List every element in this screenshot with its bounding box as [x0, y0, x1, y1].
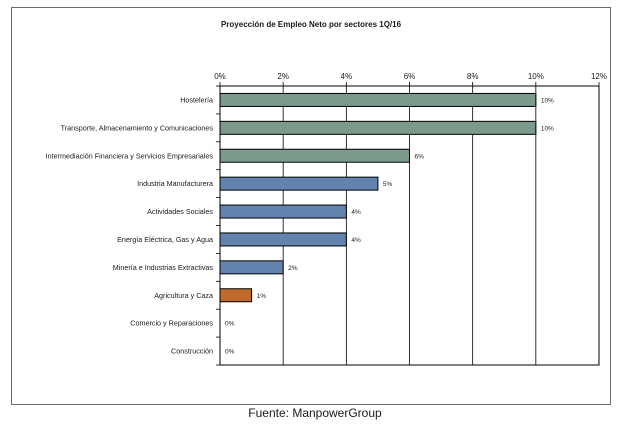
category-label: Intermediación Financiera y Servicios Em… [46, 151, 214, 160]
data-label: 10% [541, 125, 554, 132]
data-label: 4% [351, 237, 361, 244]
bar [219, 260, 284, 275]
data-label: 0% [225, 321, 235, 328]
category-label: Transporte, Almacenamiento y Comunicacio… [61, 123, 214, 132]
category-label: Actividades Sociales [147, 207, 213, 216]
bar [219, 288, 253, 303]
category-label: Agricultura y Caza [154, 291, 213, 300]
x-tick-label: 6% [404, 72, 416, 81]
x-tick-label: 8% [467, 72, 479, 81]
source-note: Fuente: ManpowerGroup [248, 406, 382, 420]
category-label: Industria Manufacturera [137, 179, 213, 188]
category-label: Minería e Industrias Extractivas [113, 263, 214, 272]
data-label: 6% [415, 153, 425, 160]
bar [219, 120, 537, 135]
category-label: Hostelería [180, 95, 213, 104]
chart-title: Proyección de Empleo Neto por sectores 1… [220, 20, 402, 29]
x-tick-label: 2% [277, 72, 289, 81]
data-label: 5% [383, 181, 393, 188]
x-tick-label: 12% [591, 72, 607, 81]
data-label: 1% [257, 293, 267, 300]
bar [219, 92, 537, 107]
x-tick-label: 4% [341, 72, 353, 81]
category-label: Energía Eléctrica, Gas y Agua [117, 235, 213, 244]
data-label: 0% [225, 349, 235, 356]
bar [219, 204, 347, 219]
bar [219, 232, 347, 247]
bar [219, 148, 410, 163]
category-label: Construcción [171, 347, 213, 356]
x-tick-label: 0% [214, 72, 226, 81]
data-label: 10% [541, 97, 554, 104]
x-tick-label: 10% [528, 72, 544, 81]
bar [219, 176, 379, 191]
data-label: 2% [288, 265, 298, 272]
data-label: 4% [351, 209, 361, 216]
category-label: Comercio y Reparaciones [130, 319, 213, 328]
